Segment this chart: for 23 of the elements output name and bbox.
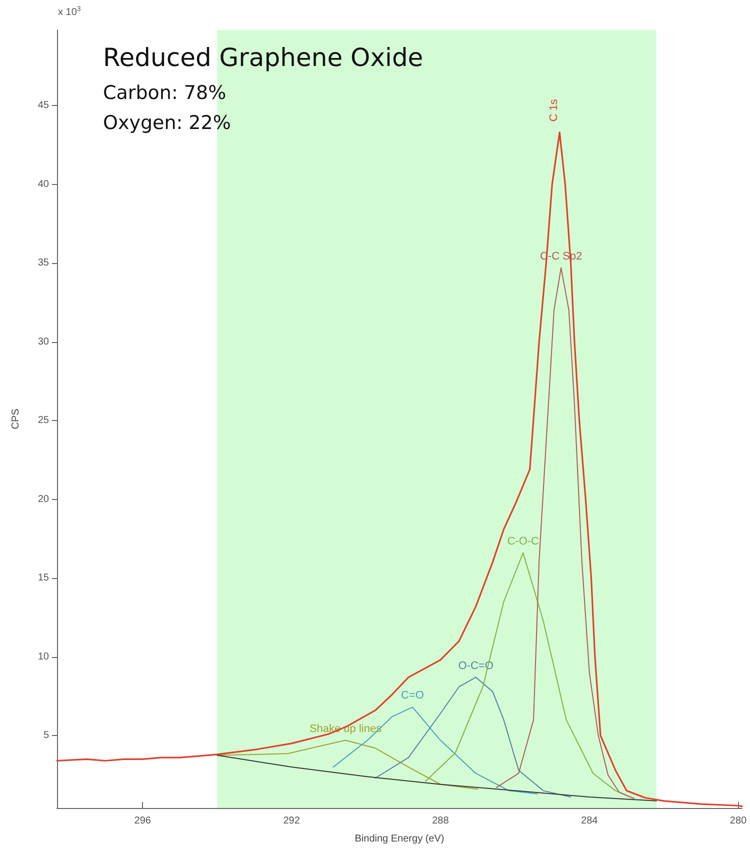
text: Carbon: 78% Oxygen: 22%	[103, 82, 231, 134]
x-tick-label: 296	[134, 816, 152, 826]
y-tick-label: 10	[38, 651, 50, 662]
series-label: C-O-C	[507, 535, 540, 548]
x-axis-title: Binding Energy (eV)	[354, 834, 444, 844]
line-series	[496, 267, 635, 800]
y-tick-label: 20	[38, 494, 50, 505]
x-tick-label: 284	[581, 816, 598, 826]
x-tick-label: 288	[432, 816, 450, 826]
series-label: C=O	[401, 690, 424, 702]
y-tick-label: 25	[38, 415, 50, 426]
y-tick-label: 35	[38, 258, 50, 269]
x-tick-label: 292	[283, 816, 300, 826]
line-series	[216, 754, 657, 802]
y-tick-label: 45	[38, 100, 50, 112]
text: C 1s	[548, 98, 560, 122]
y-tick-label: 15	[38, 572, 50, 584]
text: Reduced Graphene Oxide	[103, 43, 424, 72]
y-tick-label: 30	[38, 336, 50, 348]
y-tick-label: 5	[43, 730, 50, 742]
y-tick-label: 40	[38, 178, 50, 190]
y-axis-title: CPS	[10, 408, 22, 430]
x-tick-label: 280	[730, 816, 748, 826]
